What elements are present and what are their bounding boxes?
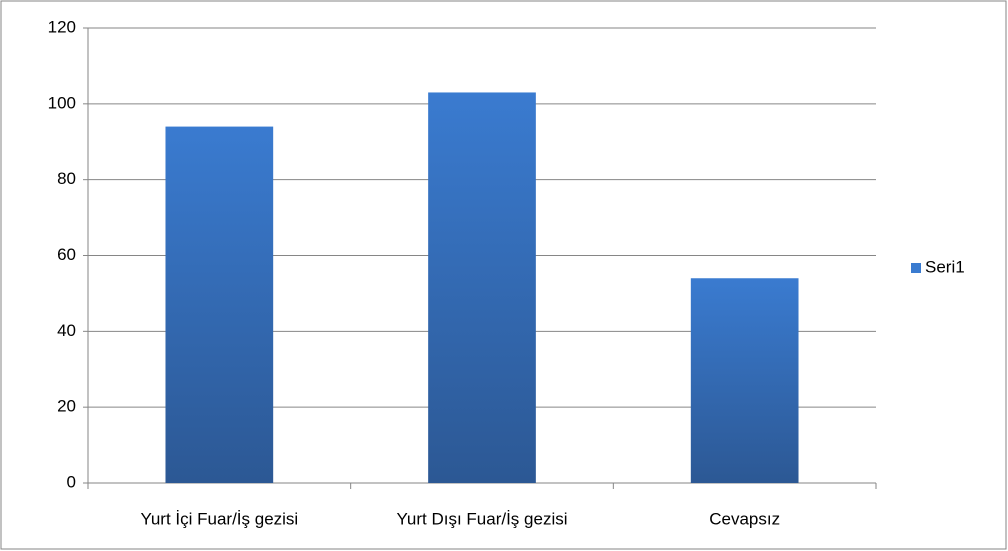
y-tick-label: 20: [57, 397, 76, 416]
legend-label: Seri1: [925, 257, 965, 276]
y-tick-label: 80: [57, 169, 76, 188]
y-tick-label: 120: [48, 17, 76, 36]
y-tick-label: 0: [67, 472, 76, 491]
bar: [428, 92, 536, 483]
x-tick-label: Yurt Dışı Fuar/İş gezisi: [397, 509, 568, 528]
y-tick-label: 60: [57, 245, 76, 264]
bar: [690, 278, 799, 483]
legend-swatch: [911, 263, 921, 273]
x-tick-label: Yurt İçi Fuar/İş gezisi: [140, 509, 298, 528]
x-tick-label: Cevapsız: [709, 509, 780, 528]
y-tick-label: 40: [57, 321, 76, 340]
bar: [165, 126, 274, 483]
y-tick-label: 100: [48, 93, 76, 112]
